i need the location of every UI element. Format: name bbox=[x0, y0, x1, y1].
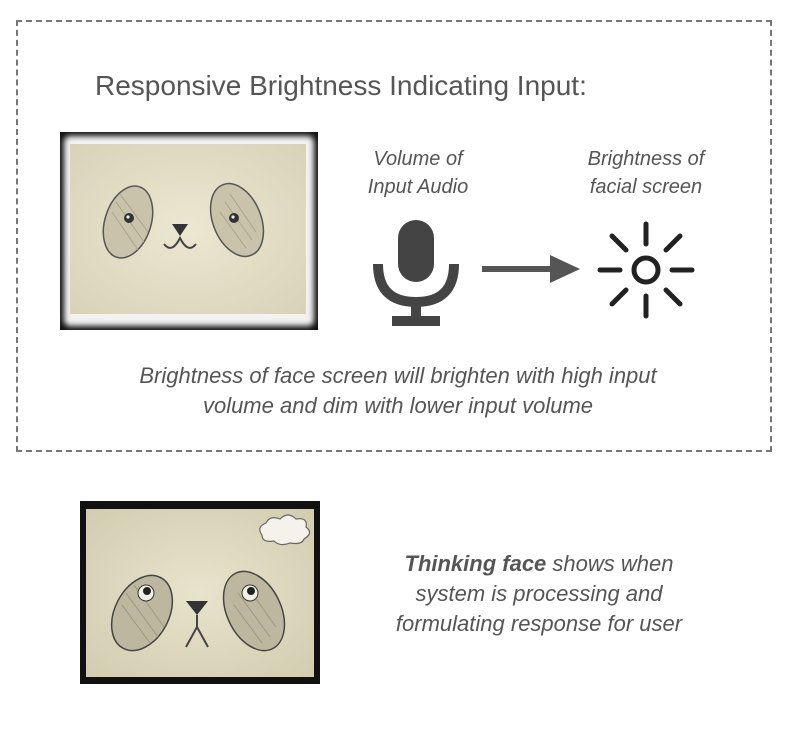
smiling-mouth bbox=[163, 224, 197, 249]
bright-face-screen bbox=[60, 132, 318, 330]
thinking-face-screen bbox=[80, 501, 320, 684]
arrow-right-icon bbox=[482, 255, 580, 283]
thought-cloud-icon bbox=[259, 514, 311, 546]
microphone-icon bbox=[373, 220, 459, 326]
brightness-section-border bbox=[16, 20, 772, 452]
neutral-mouth bbox=[185, 601, 209, 648]
right-eye bbox=[222, 570, 286, 652]
input-audio-label: Volume of Input Audio bbox=[367, 148, 469, 198]
right-eye bbox=[209, 182, 265, 258]
brightness-description: Brightness of face screen will brighten … bbox=[139, 363, 657, 418]
section-title: Responsive Brightness Indicating Input: bbox=[95, 70, 587, 101]
sun-brightness-icon bbox=[597, 221, 695, 319]
thinking-face-term: Thinking face bbox=[404, 551, 547, 576]
left-eye bbox=[102, 185, 154, 259]
brightness-label: Brightness of facial screen bbox=[587, 148, 705, 198]
left-eye bbox=[110, 574, 174, 652]
thinking-face-description: Thinking face shows when system is proce… bbox=[395, 551, 683, 636]
